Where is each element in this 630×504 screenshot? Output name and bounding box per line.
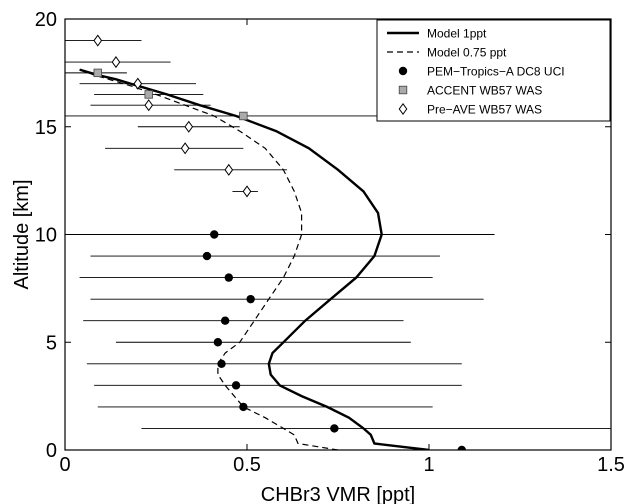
data-point: [239, 111, 248, 121]
data-point: [231, 381, 241, 390]
y-tick-label: 20: [35, 9, 57, 31]
data-point: [457, 445, 466, 450]
data-point: [144, 90, 153, 99]
data-point: [202, 251, 212, 261]
data-point: [184, 120, 194, 133]
y-tick-label: 5: [46, 332, 57, 354]
data-point: [220, 316, 230, 325]
legend-swatch: [398, 85, 408, 95]
data-point: [239, 402, 248, 412]
legend: Model 1ppt Model 0.75 ppt PEM−Tropics−A DC…: [376, 19, 611, 122]
x-tick-label: 1: [423, 454, 434, 476]
data-point: [111, 56, 121, 69]
data-point: [224, 273, 233, 282]
data-point: [210, 230, 219, 239]
legend-box: [376, 19, 611, 122]
data-point: [93, 68, 102, 78]
x-axis-title: CHBr3 VMR [ppt]: [261, 484, 415, 504]
data-point: [180, 142, 190, 155]
legend-label: Model 1ppt: [427, 27, 487, 41]
legend-label: Pre−AVE WB57 WAS: [427, 103, 542, 117]
x-tick-label: 0.5: [233, 454, 261, 476]
x-tick-label: 0: [59, 454, 70, 476]
y-tick-label: 15: [35, 117, 57, 139]
data-point: [330, 424, 339, 433]
data-point: [133, 77, 143, 90]
data-point: [217, 359, 226, 368]
axes: 0 0.5 1 1.5 0 5 10 15 20: [35, 9, 625, 476]
legend-label: PEM−Tropics−A DC8 UCI: [427, 65, 565, 79]
legend-swatch: [398, 66, 408, 76]
data-point: [246, 294, 255, 304]
y-tick-label: 10: [35, 225, 57, 247]
series-line-0: [79, 68, 430, 450]
legend-label: Model 0.75 ppt: [427, 46, 507, 60]
plot-area: [65, 34, 611, 450]
data-point: [242, 185, 252, 198]
y-tick-label: 0: [46, 440, 57, 462]
data-point: [224, 163, 234, 176]
legend-swatch: [398, 102, 408, 116]
x-tick-label: 1.5: [597, 454, 625, 476]
data-point: [213, 338, 223, 347]
y-axis-title: Altitude [km]: [11, 179, 33, 289]
series-line-1: [82, 70, 339, 450]
data-point: [144, 99, 154, 112]
legend-label: ACCENT WB57 WAS: [427, 84, 542, 98]
data-point: [93, 34, 103, 47]
